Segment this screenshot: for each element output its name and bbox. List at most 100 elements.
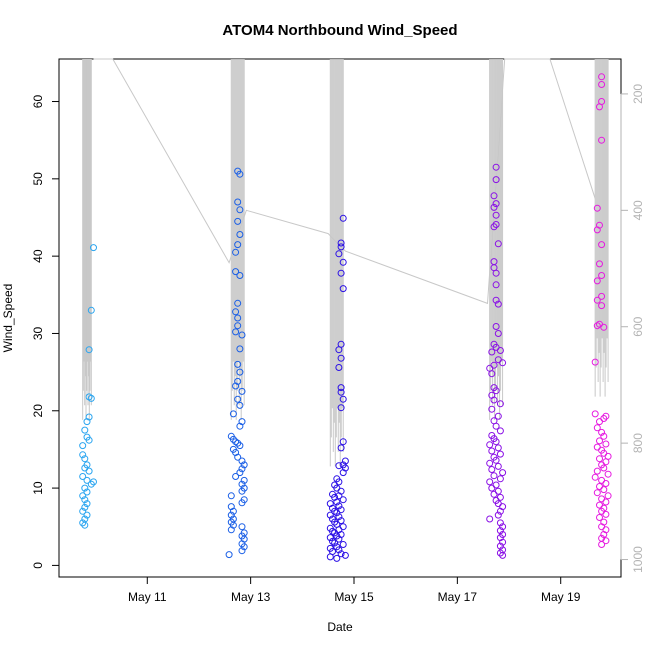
- data-point: [596, 501, 603, 509]
- data-point: [87, 480, 95, 488]
- data-point: [499, 523, 507, 531]
- x-tick-label: May 19: [541, 590, 581, 604]
- data-point: [238, 331, 246, 339]
- data-point: [494, 511, 502, 519]
- data-point: [339, 541, 347, 548]
- data-point: [335, 492, 343, 500]
- data-point: [496, 347, 504, 354]
- data-point: [593, 296, 601, 304]
- data-point: [227, 526, 235, 534]
- data-point: [227, 511, 235, 519]
- data-point: [333, 509, 341, 517]
- data-point: [492, 481, 500, 489]
- data-point: [236, 170, 244, 178]
- data-point: [488, 370, 496, 378]
- data-point: [492, 281, 500, 289]
- y-tick-label: 20: [31, 404, 45, 418]
- data-point: [600, 464, 608, 472]
- data-point: [598, 81, 606, 88]
- data-point: [326, 553, 334, 561]
- data-point: [596, 514, 603, 521]
- data-point: [494, 412, 502, 420]
- data-point: [496, 549, 504, 557]
- data-point: [600, 432, 608, 440]
- data-point: [232, 438, 240, 446]
- data-point: [596, 455, 603, 463]
- data-point: [234, 439, 242, 447]
- data-point: [339, 395, 347, 403]
- data-point: [598, 73, 606, 81]
- data-point: [598, 272, 606, 279]
- data-point: [591, 358, 599, 366]
- data-point: [598, 476, 606, 484]
- data-point: [229, 507, 237, 515]
- data-point: [593, 204, 601, 212]
- data-point: [232, 308, 240, 316]
- data-point: [238, 465, 246, 473]
- data-point: [238, 387, 246, 395]
- data-point: [593, 226, 601, 234]
- data-point: [494, 462, 502, 470]
- data-point: [232, 382, 240, 390]
- data-point: [229, 435, 237, 443]
- data-point: [236, 469, 244, 477]
- data-point: [604, 492, 612, 500]
- data-point: [337, 269, 345, 277]
- data-point: [236, 345, 244, 353]
- data-point: [236, 442, 244, 450]
- data-point: [331, 539, 339, 547]
- data-point: [326, 534, 334, 542]
- data-point: [331, 518, 339, 526]
- track-line-layer: [82, 58, 609, 467]
- data-point: [492, 456, 500, 464]
- data-point: [488, 405, 496, 413]
- data-point: [496, 427, 504, 435]
- data-point: [494, 330, 502, 337]
- data-point: [87, 394, 95, 402]
- data-point: [335, 546, 343, 554]
- data-point: [499, 551, 507, 559]
- y2-tick-label: 400: [631, 200, 645, 220]
- data-point: [236, 401, 244, 409]
- data-point: [496, 519, 504, 527]
- data-point: [236, 231, 244, 238]
- data-point: [236, 272, 244, 279]
- y2-tick-label: 800: [631, 433, 645, 453]
- data-point: [496, 450, 504, 458]
- data-point: [337, 384, 345, 392]
- data-point: [337, 243, 345, 251]
- data-point: [598, 541, 606, 548]
- data-point: [81, 521, 89, 529]
- data-point: [486, 515, 494, 523]
- data-point: [240, 476, 248, 484]
- data-point: [486, 459, 494, 467]
- data-point: [337, 239, 345, 247]
- scatter-points-layer: [79, 73, 612, 562]
- data-point: [499, 538, 507, 546]
- data-point: [598, 495, 606, 503]
- track-line-transit: [93, 58, 596, 305]
- data-point: [81, 484, 89, 492]
- data-point: [326, 511, 334, 519]
- data-point: [492, 269, 500, 277]
- data-point: [602, 412, 610, 420]
- data-point: [602, 498, 610, 506]
- data-point: [598, 428, 606, 436]
- data-point: [238, 487, 246, 495]
- data-point: [339, 523, 347, 531]
- data-point: [85, 436, 93, 444]
- data-point: [238, 523, 246, 531]
- data-point: [236, 422, 244, 430]
- x-tick-label: May 13: [231, 590, 271, 604]
- y-tick-label: 0: [31, 562, 45, 569]
- data-point: [494, 300, 502, 308]
- data-point: [85, 467, 93, 475]
- data-point: [596, 103, 603, 111]
- data-point: [339, 496, 347, 504]
- data-point: [337, 404, 345, 412]
- data-point: [593, 467, 601, 475]
- data-point: [490, 192, 498, 200]
- y-tick-label: 60: [31, 95, 45, 109]
- data-point: [238, 457, 246, 465]
